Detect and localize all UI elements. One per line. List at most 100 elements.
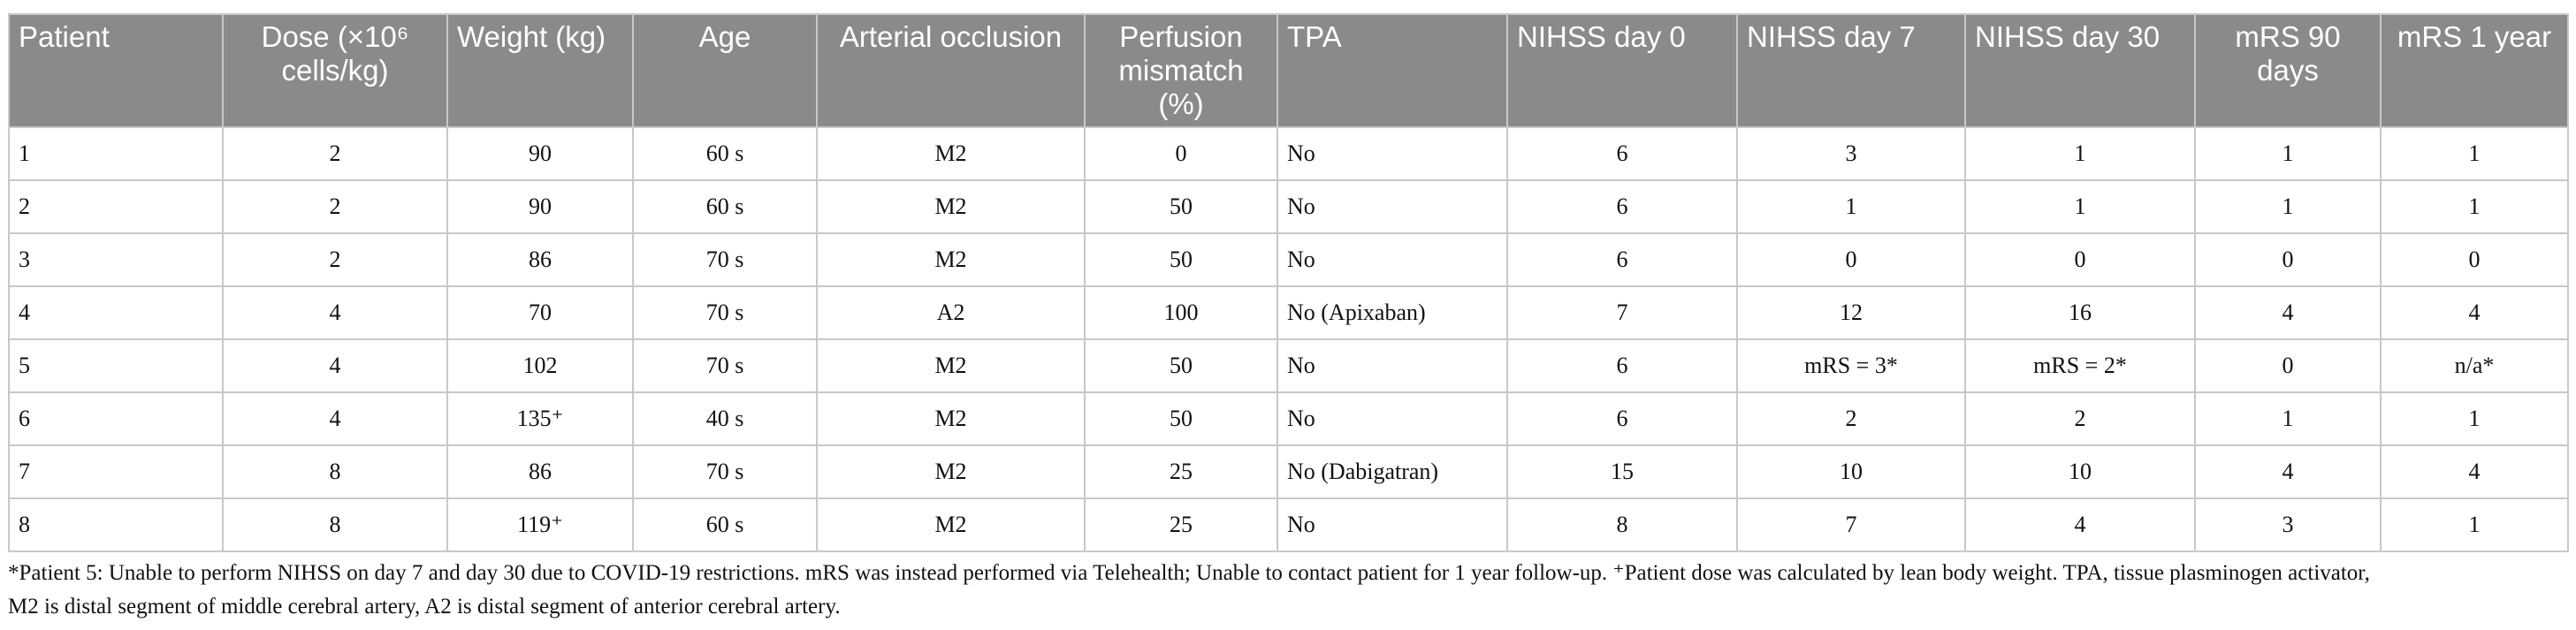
table-cell: 100 xyxy=(1084,285,1278,340)
table-cell: No xyxy=(1277,391,1508,446)
table-cell: 70 s xyxy=(632,232,818,287)
header-cell: Patient xyxy=(8,13,224,128)
table-cell: M2 xyxy=(816,444,1086,499)
table-cell: 50 xyxy=(1084,232,1278,287)
table-cell: 1 xyxy=(2194,391,2382,446)
table-cell: M2 xyxy=(816,126,1086,181)
table-cell: 2 xyxy=(222,126,448,181)
table-cell: No xyxy=(1277,338,1508,393)
header-cell: Age xyxy=(632,13,818,128)
table-cell: 8 xyxy=(222,497,448,552)
table-row: 8 8 119⁺ 60 s M2 25 No 8 7 4 3 1 xyxy=(8,497,2569,552)
table-cell: 40 s xyxy=(632,391,818,446)
table-cell: 135⁺ xyxy=(446,391,634,446)
header-cell: NIHSS day 30 xyxy=(1964,13,2196,128)
table-cell: 4 xyxy=(2380,285,2569,340)
table-cell: 0 xyxy=(1964,232,2196,287)
table-cell: 1 xyxy=(2380,126,2569,181)
data-table: Patient Dose (×10⁶ cells/kg) Weight (kg) Ag… xyxy=(8,13,2569,552)
table-cell: 70 xyxy=(446,285,634,340)
table-cell: 8 xyxy=(1506,497,1738,552)
table-cell: 90 xyxy=(446,126,634,181)
table-cell: 2 xyxy=(222,179,448,234)
table-cell: 6 xyxy=(1506,126,1738,181)
table-cell: 6 xyxy=(8,391,224,446)
table-cell: 50 xyxy=(1084,179,1278,234)
table-cell: No xyxy=(1277,232,1508,287)
table-cell: 70 s xyxy=(632,285,818,340)
table-row: 3 2 86 70 s M2 50 No 6 0 0 0 0 xyxy=(8,232,2569,287)
table-cell: 12 xyxy=(1736,285,1966,340)
table-row: 2 2 90 60 s M2 50 No 6 1 1 1 1 xyxy=(8,179,2569,234)
table-cell: 2 xyxy=(8,179,224,234)
table-body: 1 2 90 60 s M2 0 No 6 3 1 1 1 2 2 90 60 s M2 50 No 6 1 1 1 1 3 2 8… xyxy=(8,126,2569,552)
table-cell: 60 s xyxy=(632,179,818,234)
table-cell: 3 xyxy=(8,232,224,287)
table-cell: 1 xyxy=(1736,179,1966,234)
table-cell: 25 xyxy=(1084,444,1278,499)
table-cell: M2 xyxy=(816,497,1086,552)
table-cell: 6 xyxy=(1506,391,1738,446)
table-cell: n/a* xyxy=(2380,338,2569,393)
table-cell: 4 xyxy=(222,391,448,446)
table-cell: 0 xyxy=(2194,232,2382,287)
table-cell: M2 xyxy=(816,232,1086,287)
table-cell: 1 xyxy=(1964,179,2196,234)
table-cell: 10 xyxy=(1964,444,2196,499)
table-cell: 1 xyxy=(1964,126,2196,181)
header-cell: Dose (×10⁶ cells/kg) xyxy=(222,13,448,128)
table-cell: 0 xyxy=(1084,126,1278,181)
table-cell: M2 xyxy=(816,391,1086,446)
table-cell: 1 xyxy=(8,126,224,181)
header-cell: mRS 90 days xyxy=(2194,13,2382,128)
table-cell: No (Dabigatran) xyxy=(1277,444,1508,499)
table-cell: 1 xyxy=(2194,179,2382,234)
table-cell: 2 xyxy=(1736,391,1966,446)
table-cell: 1 xyxy=(2194,126,2382,181)
table-cell: No (Apixaban) xyxy=(1277,285,1508,340)
table-row: 4 4 70 70 s A2 100 No (Apixaban) 7 12 16 4 4 xyxy=(8,285,2569,340)
table-cell: 86 xyxy=(446,232,634,287)
table-cell: 0 xyxy=(1736,232,1966,287)
header-cell: Arterial occlusion xyxy=(816,13,1086,128)
table-cell: 4 xyxy=(1964,497,2196,552)
table-cell: A2 xyxy=(816,285,1086,340)
table-cell: 1 xyxy=(2380,497,2569,552)
table-row: 1 2 90 60 s M2 0 No 6 3 1 1 1 xyxy=(8,126,2569,181)
table-row: 6 4 135⁺ 40 s M2 50 No 6 2 2 1 1 xyxy=(8,391,2569,446)
header-cell: mRS 1 year xyxy=(2380,13,2569,128)
table-cell: No xyxy=(1277,126,1508,181)
table-cell: 0 xyxy=(2194,338,2382,393)
table-cell: 25 xyxy=(1084,497,1278,552)
header-row: Patient Dose (×10⁶ cells/kg) Weight (kg) Ag… xyxy=(8,13,2569,128)
table-wrap: Patient Dose (×10⁶ cells/kg) Weight (kg) Ag… xyxy=(8,13,2569,552)
header-cell: TPA xyxy=(1277,13,1508,128)
table-cell: 4 xyxy=(8,285,224,340)
table-cell: No xyxy=(1277,497,1508,552)
table-cell: 15 xyxy=(1506,444,1738,499)
table-cell: 1 xyxy=(2380,391,2569,446)
table-cell: 6 xyxy=(1506,338,1738,393)
table-row: 7 8 86 70 s M2 25 No (Dabigatran) 15 10 10 4 4 xyxy=(8,444,2569,499)
header-cell: Weight (kg) xyxy=(446,13,634,128)
table-cell: 119⁺ xyxy=(446,497,634,552)
header-cell: Perfusion mismatch (%) xyxy=(1084,13,1278,128)
table-cell: 7 xyxy=(8,444,224,499)
table-cell: M2 xyxy=(816,338,1086,393)
table-cell: 4 xyxy=(222,338,448,393)
table-cell: 1 xyxy=(2380,179,2569,234)
table-cell: 6 xyxy=(1506,179,1738,234)
table-cell: 6 xyxy=(1506,232,1738,287)
table-cell: 50 xyxy=(1084,338,1278,393)
table-cell: 16 xyxy=(1964,285,2196,340)
table-cell: 70 s xyxy=(632,338,818,393)
header-cell: NIHSS day 0 xyxy=(1506,13,1738,128)
table-cell: 8 xyxy=(222,444,448,499)
table-cell: 3 xyxy=(2194,497,2382,552)
table-cell: 4 xyxy=(2194,285,2382,340)
table-cell: 60 s xyxy=(632,497,818,552)
table-cell: 4 xyxy=(2194,444,2382,499)
table-cell: 5 xyxy=(8,338,224,393)
footnote: *Patient 5: Unable to perform NIHSS on d… xyxy=(8,557,2370,624)
table-cell: M2 xyxy=(816,179,1086,234)
